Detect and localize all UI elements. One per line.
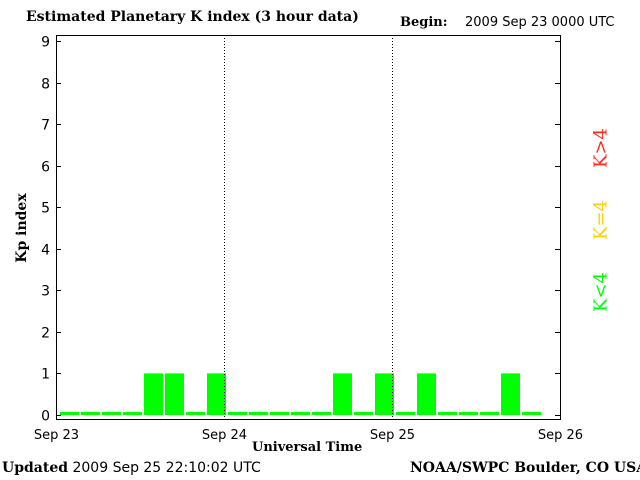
y-tick-label: 3	[41, 284, 50, 300]
y-axis-ticks: 0 1 2 3 4 5 6 7 8 9	[41, 35, 560, 425]
chart-title: Estimated Planetary K index (3 hour data…	[26, 9, 359, 25]
legend-k-equal-4: K=4	[590, 200, 612, 240]
day-dividers	[224, 35, 393, 419]
kp-bar	[333, 373, 352, 415]
begin-label: Begin:	[400, 15, 448, 30]
y-tick-label: 7	[41, 118, 50, 134]
y-tick-label: 2	[41, 326, 50, 342]
kp-bar	[417, 373, 436, 415]
kp-bar	[60, 412, 79, 415]
kp-bar	[144, 373, 163, 415]
y-tick-label: 6	[41, 160, 50, 176]
kp-bar	[501, 373, 520, 415]
plot-frame	[56, 35, 561, 420]
y-tick-label: 1	[41, 367, 50, 383]
kp-bar	[228, 412, 247, 415]
updated-value: 2009 Sep 25 22:10:02 UTC	[72, 460, 261, 476]
x-tick-label: Sep 26	[538, 428, 583, 443]
kp-bar	[375, 373, 394, 415]
y-tick-label: 9	[41, 35, 50, 51]
kp-bar	[81, 412, 100, 415]
x-axis-ticks: Sep 23 Sep 24 Sep 25 Sep 26	[34, 428, 583, 443]
legend-k-less-4: K<4	[590, 272, 612, 312]
y-tick-label: 4	[41, 243, 50, 259]
y-tick-label: 0	[41, 409, 50, 425]
kp-bar	[312, 412, 331, 415]
legend-k-greater-4: K>4	[590, 128, 612, 168]
begin-value: 2009 Sep 23 0000 UTC	[465, 15, 615, 30]
y-axis-label: Kp index	[14, 193, 30, 263]
credit-line: NOAA/SWPC Boulder, CO USA	[410, 460, 640, 476]
y-tick-label: 8	[41, 77, 50, 93]
y-tick-label: 5	[41, 201, 50, 217]
updated-label: Updated	[2, 460, 69, 476]
kp-bar	[249, 412, 268, 415]
kp-bar	[186, 412, 205, 415]
kp-bar	[522, 412, 541, 415]
kp-bar	[291, 412, 310, 415]
x-axis-label: Universal Time	[252, 440, 363, 455]
kp-bar	[270, 412, 289, 415]
kp-bar	[459, 412, 478, 415]
kp-bar	[438, 412, 457, 415]
kp-bar	[165, 373, 184, 415]
updated-timestamp: Updated 2009 Sep 25 22:10:02 UTC	[2, 460, 261, 476]
x-tick-label: Sep 23	[34, 428, 79, 443]
x-tick-label: Sep 25	[370, 428, 415, 443]
bars-group	[60, 373, 541, 415]
kp-bar	[396, 412, 415, 415]
kp-bar	[207, 373, 226, 415]
kp-bar	[480, 412, 499, 415]
kp-bar	[354, 412, 373, 415]
x-tick-label: Sep 24	[202, 428, 247, 443]
kp-bar	[123, 412, 142, 415]
kp-bar	[102, 412, 121, 415]
